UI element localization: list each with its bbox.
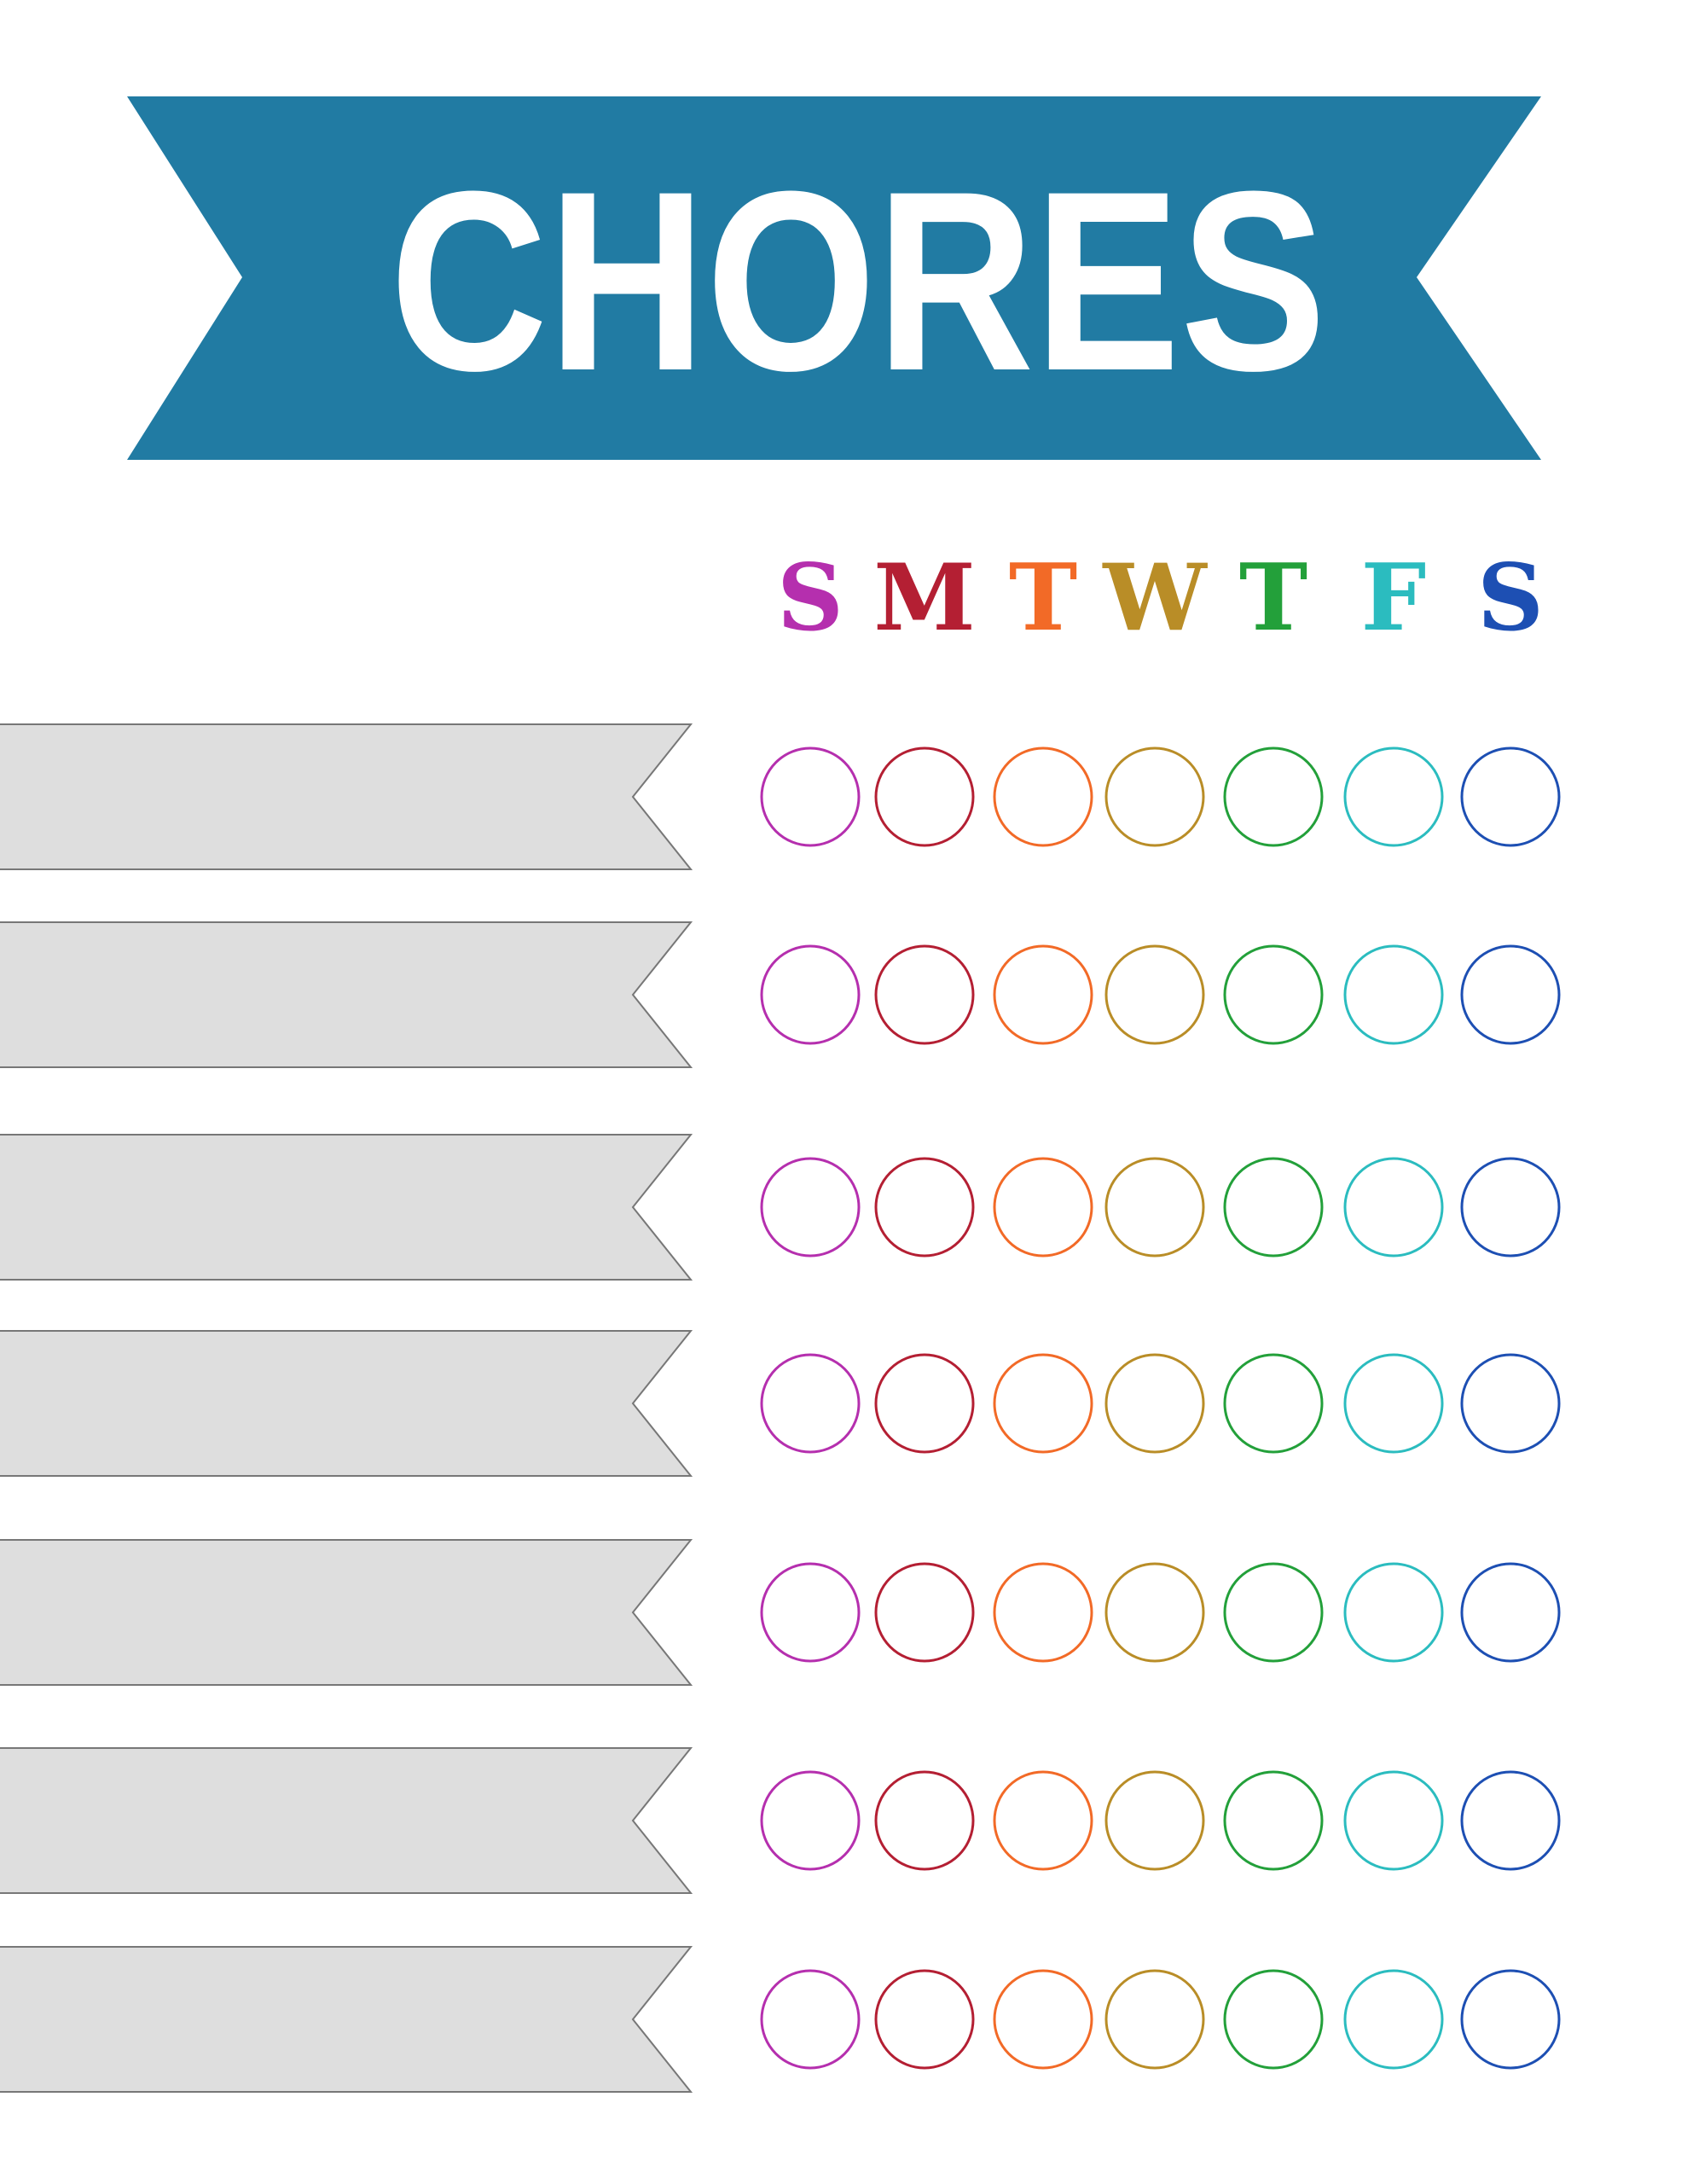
day-header-4: T [1239, 544, 1307, 652]
day-checkbox-circle[interactable] [874, 1157, 975, 1258]
day-checkbox-circle[interactable] [993, 1770, 1093, 1871]
day-checkbox-circle[interactable] [760, 1770, 861, 1871]
day-checkbox-circle[interactable] [1104, 746, 1205, 847]
day-checkbox-circle[interactable] [1343, 1969, 1444, 2070]
page-title: CHORES [390, 137, 1326, 424]
day-checkbox-circle[interactable] [760, 1157, 861, 1258]
day-checkbox-circle[interactable] [993, 944, 1093, 1045]
day-checkbox-circle[interactable] [1223, 1562, 1324, 1663]
chore-row [0, 1330, 1561, 1477]
day-checkbox-circle[interactable] [993, 746, 1093, 847]
day-checkbox-circle[interactable] [1104, 944, 1205, 1045]
day-checkbox-circle[interactable] [1343, 1157, 1444, 1258]
chore-row [0, 1747, 1561, 1894]
chore-rows [0, 723, 1561, 2093]
day-checkbox-circle[interactable] [1460, 1157, 1561, 1258]
day-checkbox-circle[interactable] [1460, 1562, 1561, 1663]
chore-row [0, 723, 1561, 870]
day-checkbox-circle[interactable] [1104, 1770, 1205, 1871]
day-header-0: S [777, 544, 844, 652]
day-header-6: S [1477, 544, 1544, 652]
day-checkbox-circle[interactable] [1343, 1353, 1444, 1454]
day-checkbox-circle[interactable] [993, 1157, 1093, 1258]
day-checkbox-circle[interactable] [874, 1770, 975, 1871]
day-checkbox-circle[interactable] [1223, 1770, 1324, 1871]
chore-row [0, 1539, 1561, 1686]
day-checkbox-circle[interactable] [1104, 1969, 1205, 2070]
day-header-1: M [873, 544, 976, 652]
title-banner: CHORES [127, 96, 1541, 460]
title-banner-ribbon [127, 96, 1541, 460]
day-header-2: T [1009, 544, 1077, 652]
chore-label-ribbon[interactable] [0, 921, 693, 1068]
chore-label-ribbon[interactable] [0, 1134, 693, 1281]
day-checkbox-circle[interactable] [993, 1353, 1093, 1454]
day-checkbox-circle[interactable] [1104, 1157, 1205, 1258]
day-checkbox-circle[interactable] [1460, 1969, 1561, 2070]
day-checkbox-circle[interactable] [874, 1353, 975, 1454]
chore-label-ribbon[interactable] [0, 1539, 693, 1686]
day-checkbox-circle[interactable] [760, 944, 861, 1045]
day-checkbox-circle[interactable] [1223, 944, 1324, 1045]
chore-row [0, 1946, 1561, 2093]
day-checkbox-circle[interactable] [874, 746, 975, 847]
day-checkbox-circle[interactable] [874, 1562, 975, 1663]
day-checkbox-circle[interactable] [874, 944, 975, 1045]
day-checkbox-circle[interactable] [1104, 1562, 1205, 1663]
day-checkbox-circle[interactable] [993, 1969, 1093, 2070]
day-checkbox-circle[interactable] [1343, 944, 1444, 1045]
day-checkbox-circle[interactable] [1460, 944, 1561, 1045]
day-header-5: F [1361, 544, 1427, 652]
day-checkbox-circle[interactable] [760, 746, 861, 847]
day-checkbox-circle[interactable] [760, 1353, 861, 1454]
day-checkbox-circle[interactable] [760, 1969, 861, 2070]
day-checkbox-circle[interactable] [1460, 1770, 1561, 1871]
day-checkbox-circle[interactable] [1223, 1353, 1324, 1454]
chore-label-ribbon[interactable] [0, 1747, 693, 1894]
day-checkbox-circle[interactable] [1460, 1353, 1561, 1454]
chore-row [0, 921, 1561, 1068]
day-checkbox-circle[interactable] [993, 1562, 1093, 1663]
chore-label-ribbon[interactable] [0, 1946, 693, 2093]
day-checkbox-circle[interactable] [1223, 1157, 1324, 1258]
day-checkbox-circle[interactable] [1460, 746, 1561, 847]
chore-label-ribbon[interactable] [0, 1330, 693, 1477]
day-header-3: W [1102, 544, 1208, 652]
day-checkbox-circle[interactable] [1343, 746, 1444, 847]
day-checkbox-circle[interactable] [760, 1562, 861, 1663]
day-checkbox-circle[interactable] [1104, 1353, 1205, 1454]
day-checkbox-circle[interactable] [1223, 746, 1324, 847]
day-checkbox-circle[interactable] [874, 1969, 975, 2070]
day-checkbox-circle[interactable] [1343, 1562, 1444, 1663]
day-checkbox-circle[interactable] [1343, 1770, 1444, 1871]
day-checkbox-circle[interactable] [1223, 1969, 1324, 2070]
chore-row [0, 1134, 1561, 1281]
chore-label-ribbon[interactable] [0, 723, 693, 870]
